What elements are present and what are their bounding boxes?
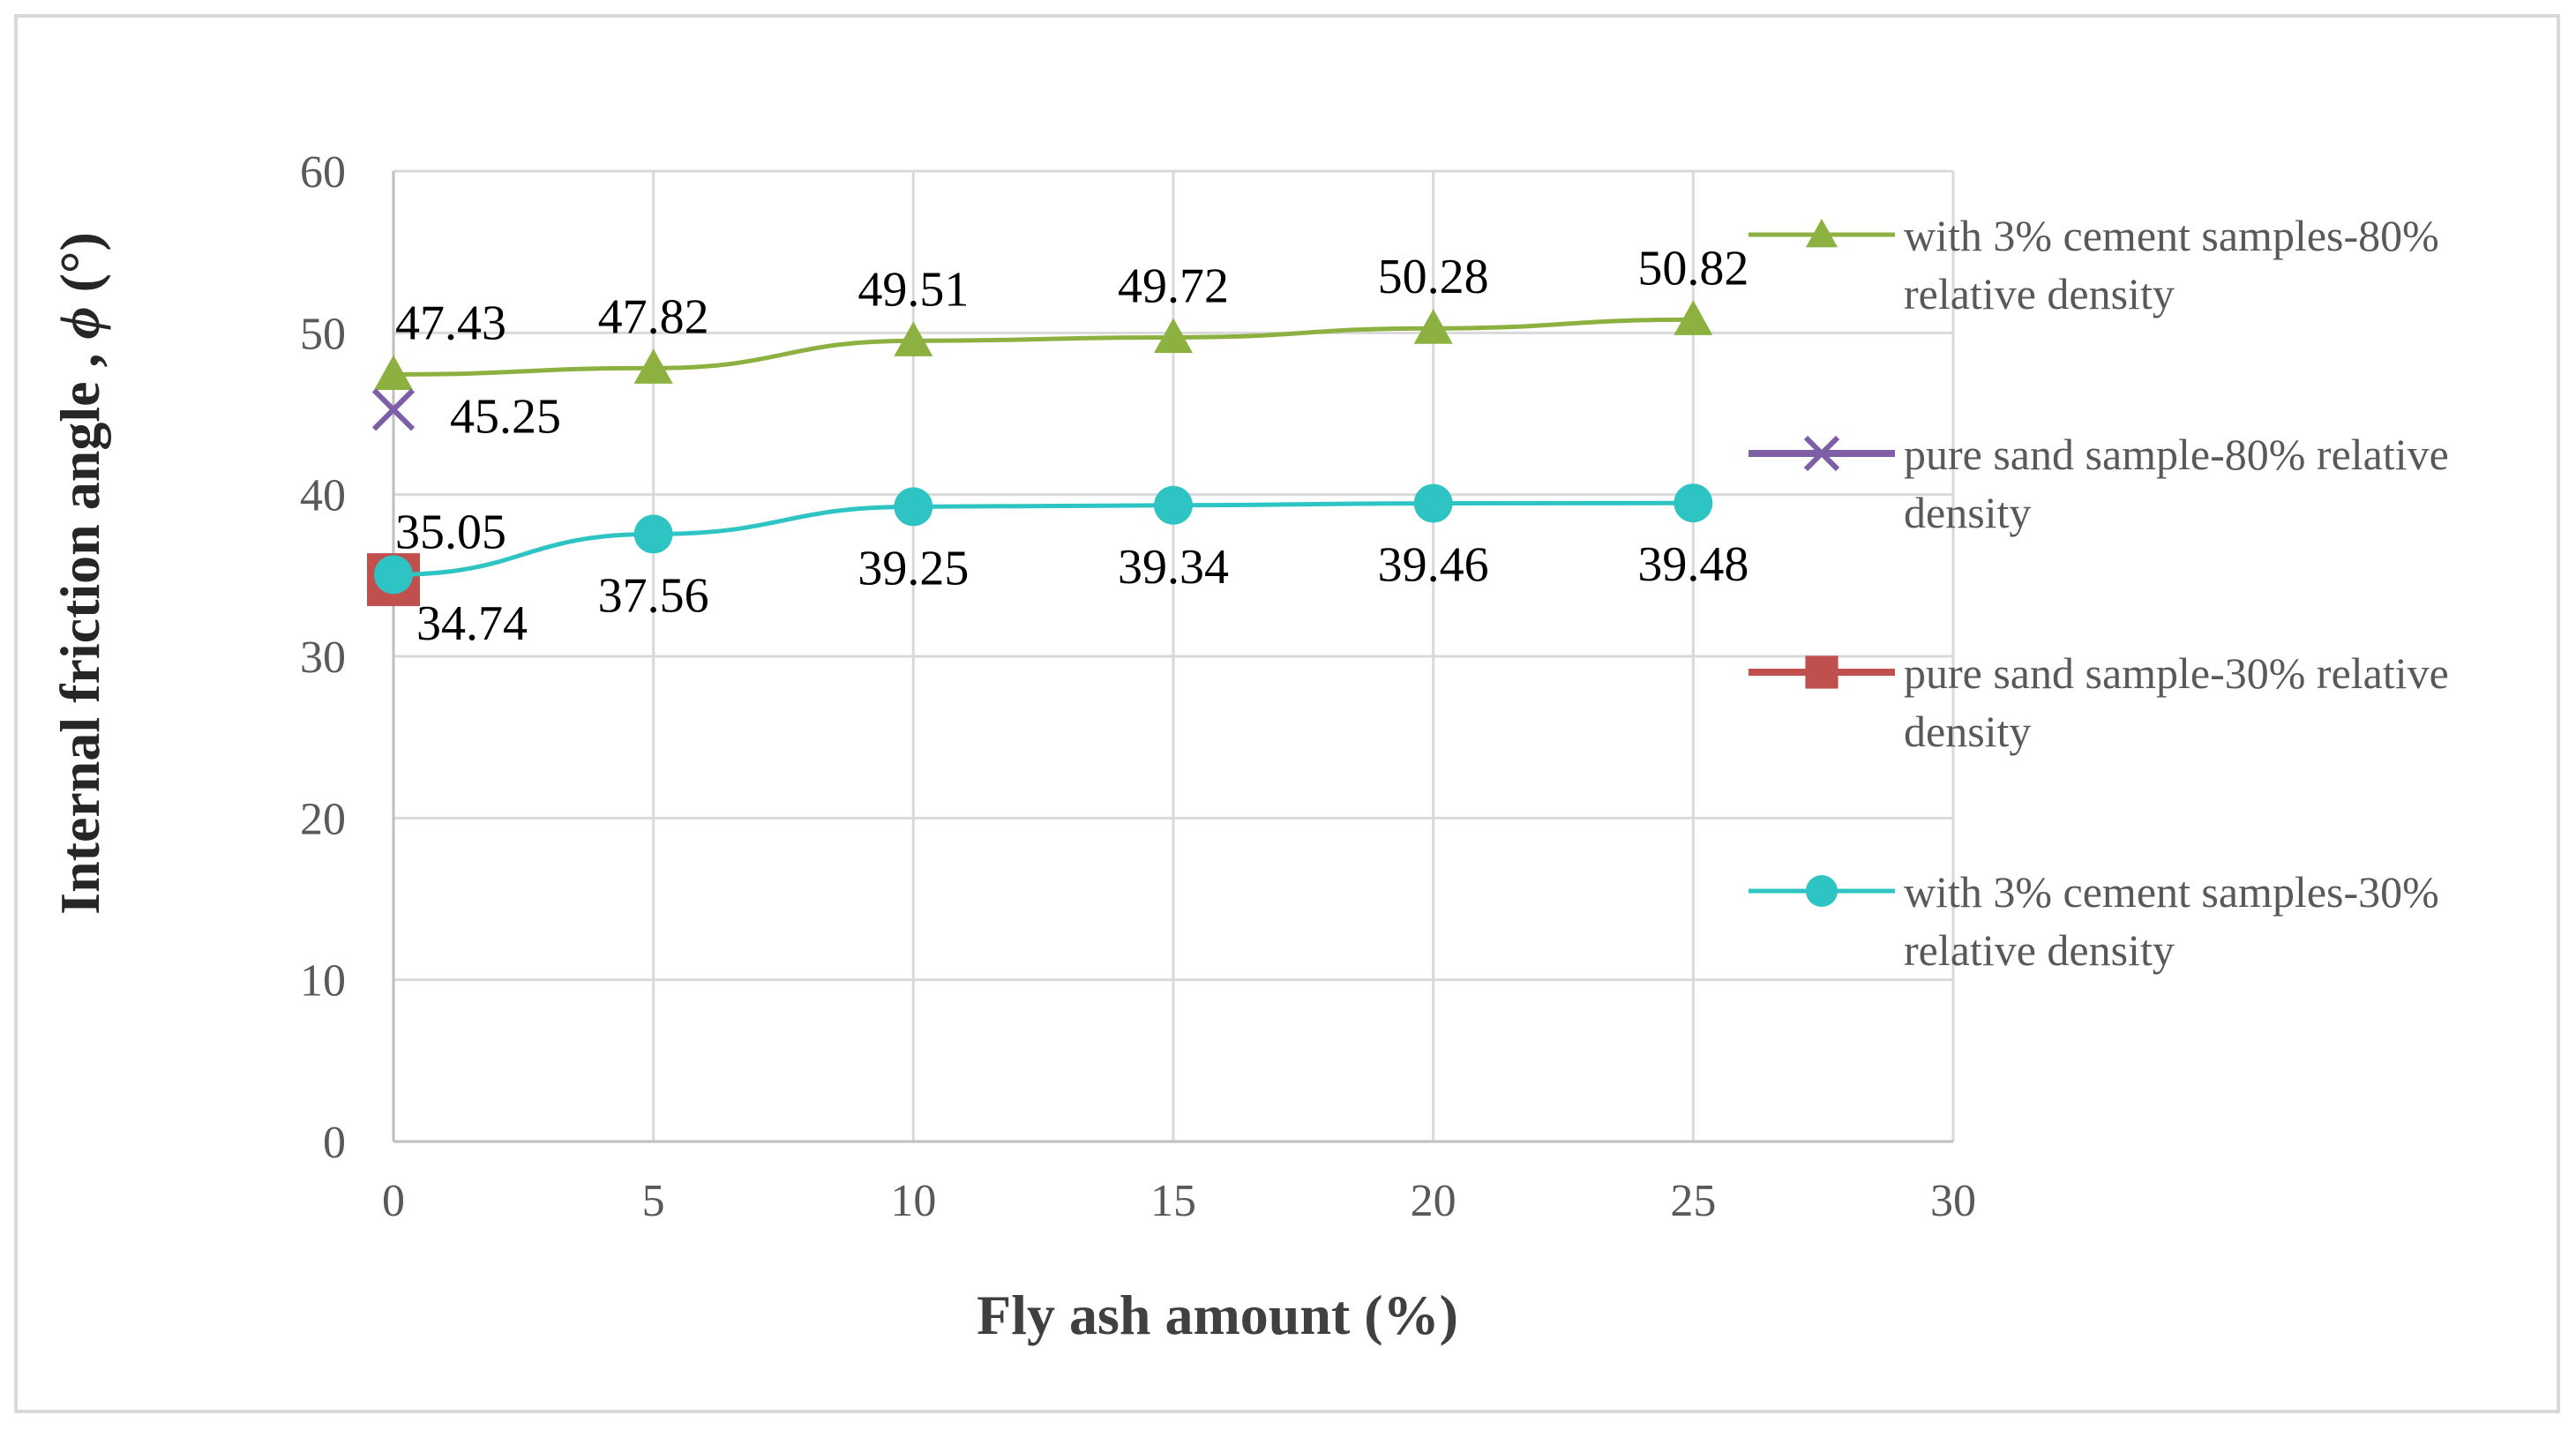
data-label: 47.43 xyxy=(395,296,506,350)
x-marker-stroke xyxy=(371,388,416,431)
chart-frame xyxy=(14,14,2560,1413)
data-label: 47.82 xyxy=(598,289,709,344)
data-label: 39.46 xyxy=(1378,538,1489,593)
data-label: 34.74 xyxy=(416,596,528,651)
triangle-marker xyxy=(1674,300,1713,335)
data-label-layer: 47.43 47.82 49.51 49.72 50.28 50.82 45.25 34.74… xyxy=(395,241,1749,651)
series-line xyxy=(393,317,1694,377)
circle-marker xyxy=(633,514,673,554)
x-tick-label: 15 xyxy=(1150,1176,1196,1226)
x-tick-label: 10 xyxy=(890,1176,936,1226)
y-axis-title-unit: (°) xyxy=(49,232,111,306)
circle-marker xyxy=(1154,485,1193,525)
legend: with 3% cement samples-80% relative densi… xyxy=(1749,211,2449,975)
triangle-marker xyxy=(374,355,413,391)
legend-label: with 3% cement samples-80% xyxy=(1904,211,2439,260)
circle-marker xyxy=(1805,874,1838,908)
data-label: 39.34 xyxy=(1118,540,1229,595)
y-axis-title-symbol: ϕ xyxy=(49,306,111,339)
y-tick-label: 50 xyxy=(300,309,346,359)
x-tick-label: 25 xyxy=(1670,1176,1716,1226)
legend-label: relative density xyxy=(1904,269,2175,318)
circle-marker xyxy=(1674,483,1713,523)
triangle-marker xyxy=(894,321,933,356)
circle-marker xyxy=(374,555,413,595)
x-marker-stroke xyxy=(1803,435,1840,472)
circle-marker xyxy=(894,487,933,527)
y-axis-title-main: Internal friction angle , xyxy=(49,339,111,914)
y-tick-label: 10 xyxy=(300,956,346,1007)
legend-label: density xyxy=(1904,707,2031,756)
legend-label: pure sand sample-30% relative xyxy=(1904,648,2449,698)
x-tick-label: 0 xyxy=(382,1176,405,1226)
series-layer xyxy=(367,300,1713,607)
x-tick-label: 30 xyxy=(1930,1176,1976,1226)
y-tick-label: 20 xyxy=(300,794,346,844)
data-label: 45.25 xyxy=(450,389,561,444)
x-tick-label: 20 xyxy=(1411,1176,1456,1226)
data-label: 35.05 xyxy=(395,505,506,559)
legend-label: pure sand sample-80% relative xyxy=(1904,430,2449,479)
triangle-marker xyxy=(1154,318,1193,354)
y-tick-label: 40 xyxy=(300,471,346,521)
y-tick-label: 30 xyxy=(300,633,346,683)
legend-label: relative density xyxy=(1904,925,2175,975)
circle-marker xyxy=(1413,483,1453,523)
square-marker xyxy=(1805,655,1838,689)
triangle-marker xyxy=(1413,309,1453,344)
data-label: 49.72 xyxy=(1118,258,1229,313)
x-axis-title: Fly ash amount (%) xyxy=(977,1284,1458,1346)
x-tick-label: 5 xyxy=(642,1176,665,1226)
data-label: 50.82 xyxy=(1637,241,1749,296)
data-label: 37.56 xyxy=(598,568,709,623)
y-axis-title: Internal friction angle , ϕ (°) xyxy=(49,232,111,915)
y-tick-label: 60 xyxy=(300,147,346,198)
legend-label: density xyxy=(1904,488,2031,537)
data-label: 39.48 xyxy=(1637,537,1749,592)
data-label: 39.25 xyxy=(857,541,969,595)
data-label: 50.28 xyxy=(1378,250,1489,304)
triangle-marker xyxy=(633,348,673,384)
triangle-marker xyxy=(1805,218,1838,248)
y-tick-label: 0 xyxy=(323,1118,346,1168)
data-label: 49.51 xyxy=(857,262,969,317)
series-line xyxy=(393,500,1694,577)
legend-label: with 3% cement samples-30% xyxy=(1904,867,2439,917)
